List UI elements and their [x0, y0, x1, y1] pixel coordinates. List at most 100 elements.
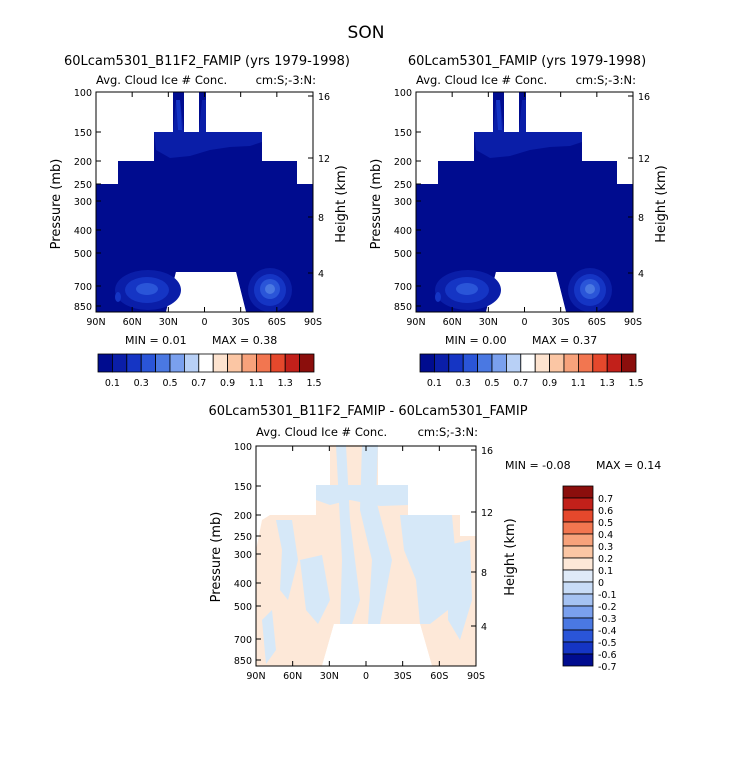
- panel-1-ytick-right-label: 8: [318, 213, 324, 224]
- panel-3-colorbar-box: [562, 629, 594, 643]
- panel-2-ytick-label: 700: [394, 282, 412, 293]
- panel-2-xtick-label: 90S: [624, 317, 642, 328]
- panel-2-colorbar-box: [433, 353, 450, 373]
- panel-2-nh-maximum: [456, 283, 478, 295]
- panel-3-max-label: MAX = 0.14: [596, 459, 661, 472]
- panel-3-colorbar-box: [562, 521, 594, 535]
- panel-1-min-label: MIN = 0.01: [125, 334, 187, 347]
- panel-2-ytick-label: 850: [394, 302, 412, 313]
- panel-3-colorbar-label: -0.4: [598, 626, 617, 637]
- panel-1-ytick-label: 250: [74, 180, 92, 191]
- panel-2-colorbar-box: [534, 353, 551, 373]
- panel-1-minor-maximum: [115, 292, 121, 302]
- panel-1-colorbar-box: [97, 353, 113, 373]
- panel-1-sh-maximum: [265, 284, 275, 294]
- panel-1-missing-region: [166, 272, 246, 312]
- panel-1-colorbar-box: [241, 353, 257, 373]
- panel-2-ytick-label: 500: [394, 249, 412, 260]
- panel-1-ytick-label: 300: [74, 197, 92, 208]
- panel-3-xtick-label: 60N: [283, 671, 302, 682]
- panel-3: 60Lcam5301_B11F2_FAMIP - 60Lcam5301_FAMI…: [208, 404, 661, 602]
- panel-1-colorbar-box: [198, 353, 214, 373]
- panel-2-colorbar-box: [606, 353, 623, 373]
- panel-1-upper-plume: [154, 100, 262, 158]
- panel-1: 60Lcam5301_B11F2_FAMIP (yrs 1979-1998) A…: [49, 54, 350, 347]
- season-title: SON: [348, 23, 385, 43]
- panel-1-ytick-label: 500: [74, 249, 92, 260]
- panel-3-title: 60Lcam5301_B11F2_FAMIP - 60Lcam5301_FAMI…: [208, 404, 527, 419]
- panel-3-ylabel-right: Height (km): [503, 518, 518, 595]
- panel-3-xtick-label: 60S: [430, 671, 448, 682]
- panel-3-ytick-right-label: 4: [481, 622, 487, 633]
- panel-2-xtick-label: 30S: [552, 317, 570, 328]
- panel-3-ytick-label: 200: [234, 511, 252, 522]
- panel-3-colorbar-label: 0.6: [598, 506, 613, 517]
- panel-2-colorbar-box: [491, 353, 507, 373]
- panel-1-ytick-label: 400: [74, 226, 92, 237]
- panel-2-ytick-right-label: 4: [638, 269, 644, 280]
- panel-3-ytick-label: 500: [234, 602, 252, 613]
- panel-1-nh-maximum: [136, 283, 158, 295]
- panel-3-colorbar-box: [562, 533, 594, 547]
- panel-2-ytick-label: 300: [394, 197, 412, 208]
- panel-1-colorbar-box: [112, 353, 128, 373]
- panel-2-ytick-right-label: 16: [638, 92, 650, 103]
- panel-1-ytick-right-label: 16: [318, 92, 330, 103]
- panel-3-negative-patch: [360, 445, 392, 624]
- panel-3-ytick-label: 400: [234, 579, 252, 590]
- panel-1-xtick-label: 60S: [268, 317, 286, 328]
- panel-3-colorbar-box: [562, 605, 594, 619]
- panel-2-colorbar-label: 1.1: [571, 378, 586, 389]
- panel-3-ytick-right-label: 12: [481, 508, 493, 519]
- panel-1-colorbar-box: [126, 353, 142, 373]
- panel-3-xtick-label: 30S: [394, 671, 412, 682]
- panel-3-colorbar-box: [562, 557, 594, 571]
- panel-3-right-string: cm:S;-3:N:: [418, 425, 478, 439]
- panel-2-colorbar-box: [563, 353, 579, 373]
- panel-2-colorbar-box: [520, 353, 536, 373]
- panel-3-colorbar-box: [562, 545, 594, 559]
- panel-1-colorbar-box: [140, 353, 156, 373]
- panel-2-colorbar-box: [592, 353, 608, 373]
- panel-1-xtick-label: 90S: [304, 317, 322, 328]
- panel-1-colorbar-box: [299, 353, 315, 373]
- panel-2-ytick-label: 250: [394, 180, 412, 191]
- panel-3-ytick-label: 250: [234, 532, 252, 543]
- panel-2-xtick-label: 0: [521, 317, 527, 328]
- panel-3-colorbar-label: 0: [598, 578, 604, 589]
- panel-3-colorbar-label: 0.5: [598, 518, 613, 529]
- panel-2-ylabel-right: Height (km): [654, 165, 669, 242]
- panel-1-upper-stripe: [176, 100, 182, 130]
- panel-1-right-string: cm:S;-3:N:: [256, 73, 316, 87]
- panel-2-xtick-label: 90N: [406, 317, 425, 328]
- panel-3-colorbar-label: -0.6: [598, 650, 617, 661]
- panel-2-colorbar-label: 0.7: [513, 378, 528, 389]
- panel-2-ytick-label: 100: [394, 88, 412, 99]
- panel-3-colorbar-box: [562, 497, 594, 511]
- panel-2: 60Lcam5301_FAMIP (yrs 1979-1998) Avg. Cl…: [369, 54, 669, 347]
- panel-2-colorbar-label: 1.5: [628, 378, 643, 389]
- panel-3-colorbar-label: 0.7: [598, 494, 613, 505]
- panel-1-colorbar-box: [284, 353, 301, 373]
- panel-2-ylabel: Pressure (mb): [369, 159, 384, 250]
- panel-1-colorbar-label: 0.7: [191, 378, 206, 389]
- panel-2-core-region: [416, 92, 633, 312]
- panel-2-ytick-label: 150: [394, 128, 412, 139]
- panel-2-upper-stripe: [496, 100, 502, 130]
- panel-3-negative-patch: [300, 555, 330, 624]
- panel-1-ytick-label: 100: [74, 88, 92, 99]
- panel-2-colorbar-box: [462, 353, 479, 373]
- panel-3-negative-patch: [276, 520, 298, 600]
- panel-1-colorbar-label: 0.9: [220, 378, 235, 389]
- panel-3-ytick-label: 300: [234, 550, 252, 561]
- panel-3-xtick-label: 90S: [467, 671, 485, 682]
- panel-3-colorbar-box: [562, 653, 594, 667]
- panel-2-xtick-label: 60S: [588, 317, 606, 328]
- panel-3-colorbar-label: 0.2: [598, 554, 613, 565]
- panel-3-xtick-label: 0: [363, 671, 369, 682]
- panel-1-colorbar-label: 0.3: [134, 378, 149, 389]
- panel-1-colorbar-label: 1.5: [306, 378, 321, 389]
- panel-3-colorbar-box: [562, 617, 594, 631]
- panel-3-ytick-label: 850: [234, 656, 252, 667]
- panel-2-ytick-right-label: 12: [638, 154, 650, 165]
